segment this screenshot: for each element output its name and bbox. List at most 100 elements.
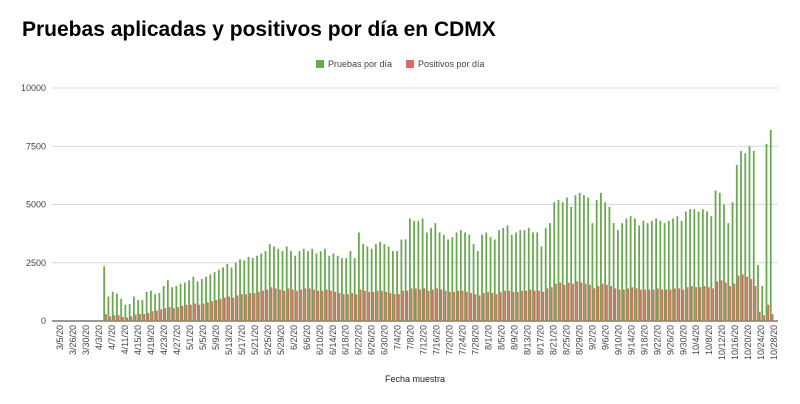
bar-positivos xyxy=(521,290,523,321)
bar-positivos xyxy=(398,294,400,321)
bar-pruebas xyxy=(761,286,764,321)
bar-positivos xyxy=(673,288,676,321)
bar-pruebas xyxy=(162,286,165,321)
bar-pruebas xyxy=(600,192,602,321)
bar-pruebas xyxy=(239,259,241,321)
bar-positivos xyxy=(763,315,765,321)
bar-pruebas xyxy=(680,220,683,321)
bar-pruebas xyxy=(714,190,717,321)
bar-positivos xyxy=(597,286,600,321)
bar-positivos xyxy=(767,304,770,321)
bar-pruebas xyxy=(256,255,258,321)
bar-pruebas xyxy=(544,227,547,321)
bar-pruebas xyxy=(676,216,679,321)
bar-pruebas xyxy=(553,202,556,321)
bar-positivos xyxy=(444,290,447,321)
legend-pruebas-swatch xyxy=(316,60,324,68)
x-tick-label: 5/5/20 xyxy=(198,325,208,350)
bar-pruebas xyxy=(341,258,343,321)
bar-pruebas xyxy=(523,230,526,321)
y-tick-label: 10000 xyxy=(21,83,46,93)
x-tick-label: 7/16/20 xyxy=(432,325,442,355)
bar-pruebas xyxy=(451,237,454,321)
x-tick-label: 5/9/20 xyxy=(211,325,221,350)
x-tick-label: 10/8/20 xyxy=(704,325,714,355)
bar-pruebas xyxy=(324,248,326,321)
bar-positivos xyxy=(648,289,651,321)
bar-positivos xyxy=(576,281,579,321)
bar-pruebas xyxy=(459,230,462,321)
x-tick-label: 8/17/20 xyxy=(535,325,545,355)
bar-pruebas xyxy=(226,263,229,321)
bar-positivos xyxy=(470,293,472,321)
bar-positivos xyxy=(720,280,723,321)
bar-positivos xyxy=(334,291,337,322)
bar-positivos xyxy=(606,284,608,321)
bar-pruebas xyxy=(311,248,314,321)
bar-positivos xyxy=(665,289,668,321)
bar-positivos xyxy=(105,314,107,321)
bar-pruebas xyxy=(137,300,140,321)
x-tick-label: 10/16/20 xyxy=(730,325,740,360)
bar-positivos xyxy=(512,291,515,322)
bar-positivos xyxy=(351,293,354,321)
bar-positivos xyxy=(453,291,455,322)
bar-pruebas xyxy=(438,232,441,321)
bar-positivos xyxy=(614,288,617,321)
bar-pruebas xyxy=(383,244,386,321)
bar-pruebas xyxy=(629,216,632,321)
bar-pruebas xyxy=(502,227,505,321)
bar-pruebas xyxy=(273,246,275,321)
bar-pruebas xyxy=(498,230,500,321)
bar-positivos xyxy=(113,315,116,321)
bar-pruebas xyxy=(527,227,530,321)
bar-pruebas xyxy=(375,244,377,321)
x-tick-label: 8/29/20 xyxy=(574,325,584,355)
bar-pruebas xyxy=(430,227,432,321)
bar-pruebas xyxy=(268,244,271,321)
bar-pruebas xyxy=(379,241,382,321)
bar-pruebas xyxy=(621,223,624,321)
x-tick-label: 10/4/20 xyxy=(691,325,701,355)
bar-positivos xyxy=(270,287,273,321)
x-tick-label: 7/12/20 xyxy=(419,325,429,355)
bar-positivos xyxy=(499,291,502,322)
bar-pruebas xyxy=(404,239,407,321)
bar-positivos xyxy=(716,281,719,321)
bar-pruebas xyxy=(574,195,577,321)
bar-positivos xyxy=(724,282,727,321)
bar-pruebas xyxy=(285,246,288,321)
bar-pruebas xyxy=(425,232,428,321)
bar-positivos xyxy=(572,283,574,321)
bar-positivos xyxy=(189,304,192,321)
bar-positivos xyxy=(538,290,540,321)
bar-pruebas xyxy=(689,209,691,321)
bar-positivos xyxy=(126,317,129,321)
bar-pruebas xyxy=(710,216,713,321)
bar-positivos xyxy=(423,288,426,321)
bar-pruebas xyxy=(120,298,123,321)
bar-pruebas xyxy=(769,129,772,321)
x-tick-label: 6/10/20 xyxy=(315,325,325,355)
bar-positivos xyxy=(347,294,349,321)
bar-positivos xyxy=(754,286,757,321)
bar-positivos xyxy=(436,288,439,321)
bar-pruebas xyxy=(107,296,110,321)
bar-pruebas xyxy=(200,279,203,321)
bar-pruebas xyxy=(684,211,687,321)
bar-positivos xyxy=(461,290,464,321)
bar-pruebas xyxy=(366,246,369,321)
bar-pruebas xyxy=(464,232,466,321)
bar-positivos xyxy=(631,287,634,321)
bar-positivos xyxy=(678,288,681,321)
bar-positivos xyxy=(525,290,528,321)
bar-pruebas xyxy=(646,223,649,321)
bar-pruebas xyxy=(723,204,725,321)
bar-positivos xyxy=(223,297,226,321)
bar-positivos xyxy=(686,287,689,321)
x-tick-label: 3/26/20 xyxy=(68,325,78,355)
bar-positivos xyxy=(202,303,205,321)
bar-positivos xyxy=(385,291,388,322)
bar-pruebas xyxy=(145,291,148,322)
